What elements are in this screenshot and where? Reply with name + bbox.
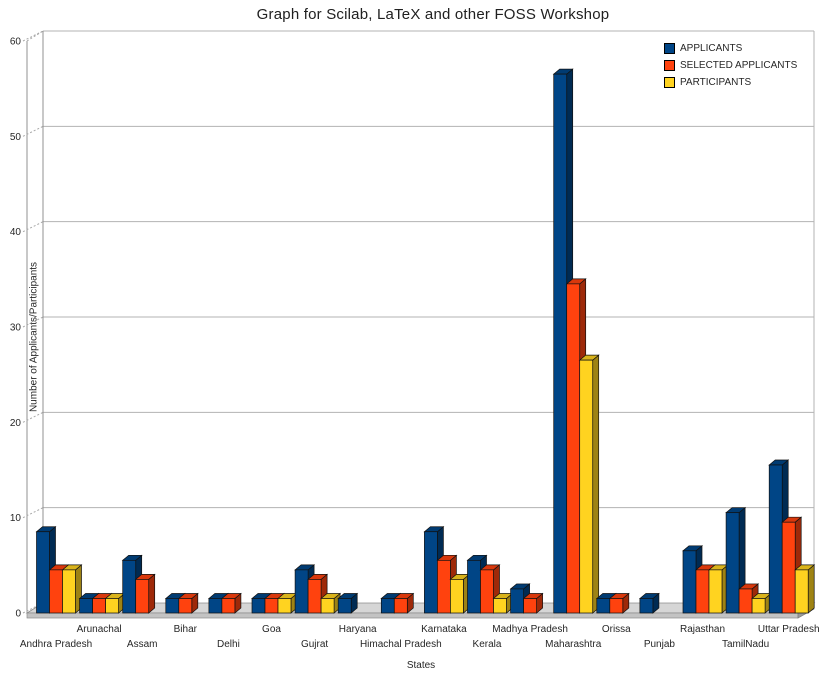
bar	[424, 531, 438, 614]
legend-label-selected-applicants: SELECTED APPLICANTS	[680, 60, 798, 71]
x-category-label: TamilNadu	[722, 639, 769, 650]
bar	[380, 598, 395, 614]
x-category-label: Uttar Pradesh	[758, 624, 820, 635]
legend-swatch-selected-applicants	[664, 60, 675, 71]
y-tick-depth-line	[22, 316, 44, 328]
top-depth-edge	[26, 30, 44, 42]
bar	[337, 598, 352, 614]
bar	[294, 569, 309, 614]
bar	[553, 73, 568, 614]
bar	[725, 512, 740, 614]
x-category-label: Goa	[262, 624, 281, 635]
bar	[751, 598, 766, 614]
bar	[609, 598, 624, 614]
chart-title: Graph for Scilab, LaTeX and other FOSS W…	[256, 6, 610, 23]
y-tick-depth-line	[22, 30, 44, 42]
bar	[781, 521, 796, 614]
bar	[695, 569, 710, 614]
bar	[566, 283, 581, 614]
x-category-label: Gujrat	[301, 639, 328, 650]
bar	[221, 598, 236, 614]
x-category-label: Assam	[127, 639, 158, 650]
x-category-label: Rajasthan	[680, 624, 725, 635]
bar	[251, 598, 266, 614]
bar	[264, 598, 279, 614]
legend-label-participants: PARTICIPANTS	[680, 77, 752, 88]
legend: APPLICANTS SELECTED APPLICANTS PARTICIPA…	[664, 43, 797, 88]
bar	[277, 598, 292, 614]
legend-label-applicants: APPLICANTS	[680, 43, 743, 54]
bar	[92, 598, 106, 614]
floor-front	[26, 612, 799, 619]
legend-swatch-applicants	[664, 43, 675, 54]
bar	[579, 359, 594, 614]
y-tick-label: 30	[10, 323, 22, 334]
bar	[450, 579, 464, 614]
x-category-label: Haryana	[339, 624, 377, 635]
bar	[165, 598, 180, 614]
bar	[480, 569, 494, 614]
x-category-label: Kerala	[473, 639, 502, 650]
bar-side	[807, 564, 815, 614]
bar-side	[148, 573, 156, 614]
bar	[437, 559, 451, 614]
bar	[596, 598, 611, 614]
bar	[768, 464, 783, 614]
x-category-label: Karnataka	[421, 624, 467, 635]
y-tick-label: 60	[10, 37, 22, 48]
y-tick-depth-line	[22, 411, 44, 423]
bar	[79, 598, 93, 614]
x-category-label: Arunachal	[77, 624, 122, 635]
bar	[122, 559, 137, 614]
y-tick-label: 50	[10, 132, 22, 143]
legend-item-selected-applicants: SELECTED APPLICANTS	[664, 60, 797, 71]
legend-swatch-participants	[664, 77, 675, 88]
x-category-label: Madhya Pradesh	[492, 624, 568, 635]
bar	[682, 550, 697, 614]
bar	[393, 598, 408, 614]
bar	[708, 569, 723, 614]
bar	[738, 588, 753, 614]
bar-side	[592, 354, 600, 614]
x-category-label: Himachal Pradesh	[360, 639, 442, 650]
legend-item-participants: PARTICIPANTS	[664, 77, 797, 88]
x-category-label: Maharashtra	[545, 639, 602, 650]
bar	[523, 598, 537, 614]
bar	[49, 569, 63, 614]
legend-item-applicants: APPLICANTS	[664, 43, 797, 54]
bar	[135, 579, 150, 614]
y-tick-depth-line	[22, 221, 44, 233]
bar	[105, 598, 119, 614]
bar	[307, 579, 322, 614]
x-category-label: Orissa	[602, 624, 631, 635]
x-category-label: Delhi	[217, 639, 240, 650]
x-category-label: Punjab	[644, 639, 676, 650]
bar	[320, 598, 335, 614]
x-category-label: Bihar	[174, 624, 198, 635]
y-tick-label: 10	[10, 513, 22, 524]
x-category-label: Andhra Pradesh	[20, 639, 92, 650]
bar	[510, 588, 524, 614]
y-tick-label: 20	[10, 418, 22, 429]
bar	[208, 598, 223, 614]
y-tick-depth-line	[22, 507, 44, 519]
bar	[639, 598, 654, 614]
bar	[36, 531, 50, 614]
bar	[794, 569, 809, 614]
bar	[62, 569, 76, 614]
bar	[467, 559, 481, 614]
bar	[493, 598, 507, 614]
x-axis-title: States	[406, 660, 436, 671]
y-tick-depth-line	[22, 125, 44, 137]
y-tick-label: 40	[10, 227, 22, 238]
bar	[178, 598, 193, 614]
y-tick-label: 0	[15, 609, 21, 620]
